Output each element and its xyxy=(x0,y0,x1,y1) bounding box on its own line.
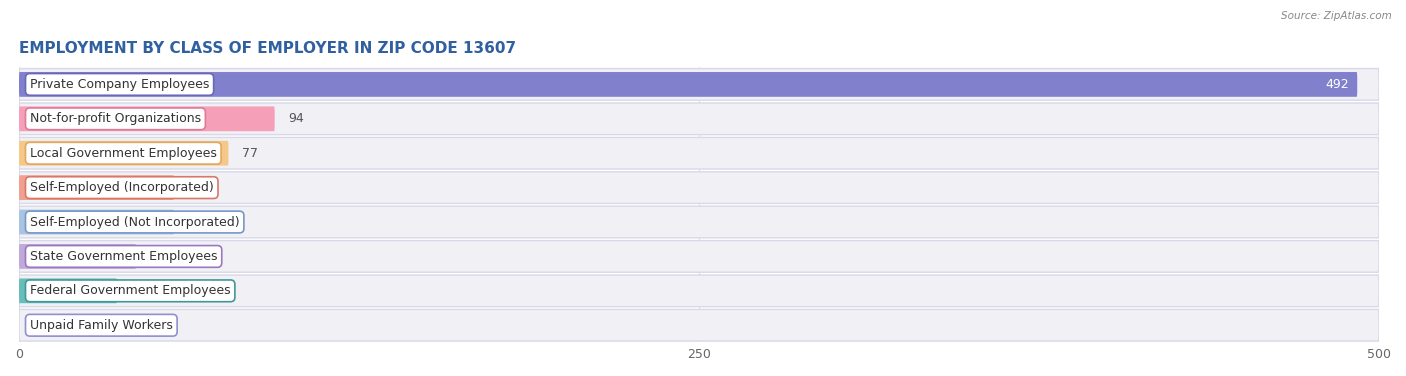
FancyBboxPatch shape xyxy=(20,172,1379,203)
Text: 43: 43 xyxy=(149,250,166,263)
FancyBboxPatch shape xyxy=(20,68,1379,100)
Text: Self-Employed (Not Incorporated): Self-Employed (Not Incorporated) xyxy=(30,215,239,229)
FancyBboxPatch shape xyxy=(20,72,1357,97)
Text: Local Government Employees: Local Government Employees xyxy=(30,147,217,160)
FancyBboxPatch shape xyxy=(20,175,174,200)
Text: Self-Employed (Incorporated): Self-Employed (Incorporated) xyxy=(30,181,214,194)
FancyBboxPatch shape xyxy=(20,241,1379,272)
Text: Federal Government Employees: Federal Government Employees xyxy=(30,284,231,297)
Text: EMPLOYMENT BY CLASS OF EMPLOYER IN ZIP CODE 13607: EMPLOYMENT BY CLASS OF EMPLOYER IN ZIP C… xyxy=(20,41,516,56)
Text: 57: 57 xyxy=(187,181,204,194)
FancyBboxPatch shape xyxy=(20,103,1379,135)
Text: Private Company Employees: Private Company Employees xyxy=(30,78,209,91)
FancyBboxPatch shape xyxy=(20,279,117,303)
Text: 492: 492 xyxy=(1326,78,1350,91)
FancyBboxPatch shape xyxy=(20,244,136,269)
Text: State Government Employees: State Government Employees xyxy=(30,250,218,263)
FancyBboxPatch shape xyxy=(20,137,1379,169)
FancyBboxPatch shape xyxy=(20,275,1379,307)
FancyBboxPatch shape xyxy=(20,206,1379,238)
FancyBboxPatch shape xyxy=(20,309,1379,341)
FancyBboxPatch shape xyxy=(20,141,228,165)
Text: 36: 36 xyxy=(131,284,146,297)
FancyBboxPatch shape xyxy=(20,106,274,131)
Text: 77: 77 xyxy=(242,147,259,160)
Text: 57: 57 xyxy=(187,215,204,229)
Text: 94: 94 xyxy=(288,112,304,125)
Text: 0: 0 xyxy=(32,319,41,332)
Text: Source: ZipAtlas.com: Source: ZipAtlas.com xyxy=(1281,11,1392,21)
Text: Unpaid Family Workers: Unpaid Family Workers xyxy=(30,319,173,332)
Text: Not-for-profit Organizations: Not-for-profit Organizations xyxy=(30,112,201,125)
FancyBboxPatch shape xyxy=(20,210,174,234)
